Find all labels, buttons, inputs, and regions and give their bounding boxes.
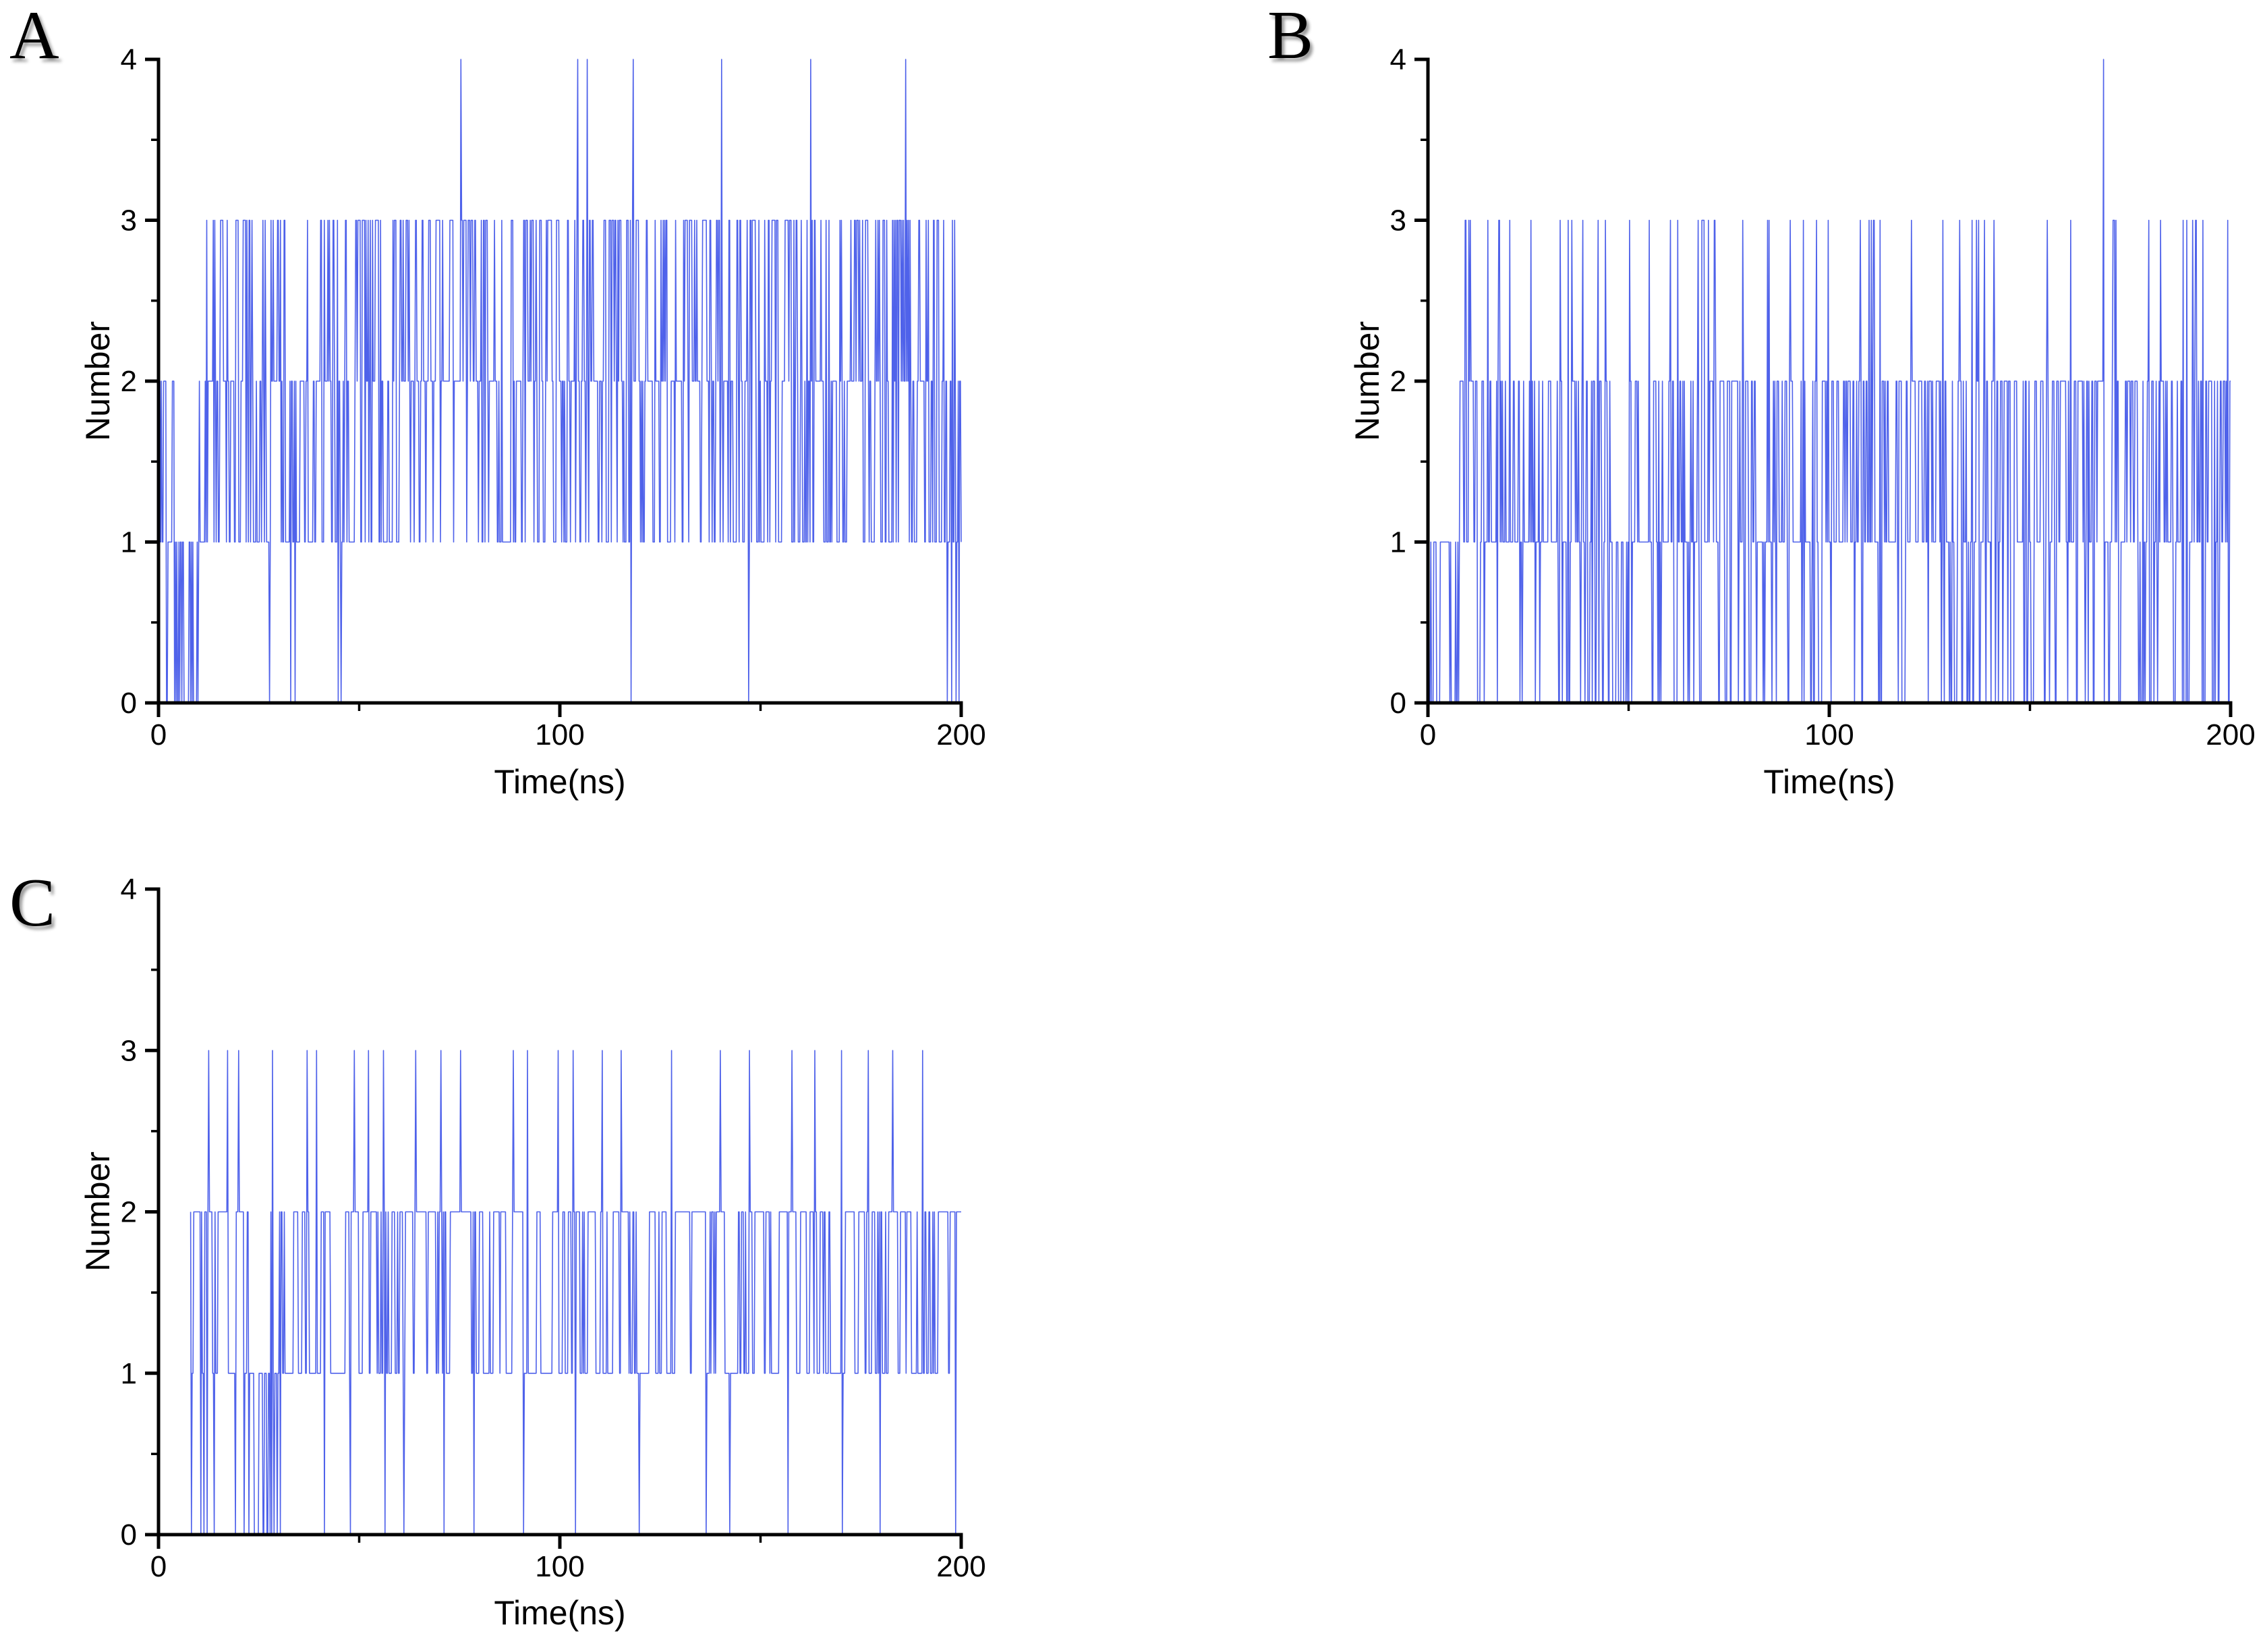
y-tick-label: 1 bbox=[121, 1357, 137, 1390]
y-tick-label: 1 bbox=[121, 526, 137, 559]
y-tick-label: 0 bbox=[121, 687, 137, 720]
panel-c-letter: C bbox=[9, 865, 56, 941]
y-tick-label: 2 bbox=[121, 365, 137, 398]
panel-c-plot: 0 100 200 0 1 2 3 4 bbox=[121, 873, 986, 1583]
panel-b-x-axis-title: Time(ns) bbox=[1763, 763, 1895, 801]
panel-b-plot: 0 100 200 0 1 2 3 4 bbox=[1390, 43, 2256, 751]
x-tick-label: 200 bbox=[936, 1550, 985, 1583]
y-tick-label: 2 bbox=[1390, 365, 1406, 398]
y-tick-label: 4 bbox=[121, 43, 137, 76]
panel-c-x-axis-title: Time(ns) bbox=[494, 1594, 626, 1632]
panel-b-letter: B bbox=[1267, 0, 1314, 74]
x-tick-label: 0 bbox=[150, 718, 167, 751]
y-tick-label: 4 bbox=[1390, 43, 1406, 76]
panel-a: A Number Time(ns) 0 100 200 0 1 2 3 4 bbox=[0, 0, 1052, 843]
x-tick-label: 100 bbox=[1804, 718, 1854, 751]
y-tick-label: 0 bbox=[121, 1518, 137, 1551]
panel-a-plot: 0 100 200 0 1 2 3 4 bbox=[121, 43, 986, 751]
x-tick-label: 100 bbox=[535, 1550, 584, 1583]
x-tick-label: 0 bbox=[1420, 718, 1436, 751]
y-tick-label: 0 bbox=[1390, 687, 1406, 720]
panel-b: B Number Time(ns) 0 100 200 0 1 2 3 4 bbox=[1211, 0, 2263, 843]
x-tick-label: 0 bbox=[150, 1550, 167, 1583]
y-tick-label: 3 bbox=[121, 204, 137, 237]
panel-a-x-axis-title: Time(ns) bbox=[494, 763, 626, 801]
data-trace bbox=[1428, 59, 2231, 704]
data-trace bbox=[190, 1050, 961, 1535]
y-tick-label: 3 bbox=[1390, 204, 1406, 237]
x-tick-label: 100 bbox=[535, 718, 584, 751]
panel-c: C Number Time(ns) 0 100 200 0 1 2 3 4 bbox=[0, 843, 1052, 1652]
panel-a-letter: A bbox=[9, 0, 59, 74]
y-tick-label: 1 bbox=[1390, 526, 1406, 559]
y-tick-label: 4 bbox=[121, 873, 137, 906]
y-tick-label: 3 bbox=[121, 1034, 137, 1067]
x-tick-label: 200 bbox=[2206, 718, 2255, 751]
x-tick-label: 200 bbox=[936, 718, 985, 751]
data-trace bbox=[158, 59, 962, 704]
y-tick-label: 2 bbox=[121, 1196, 137, 1229]
